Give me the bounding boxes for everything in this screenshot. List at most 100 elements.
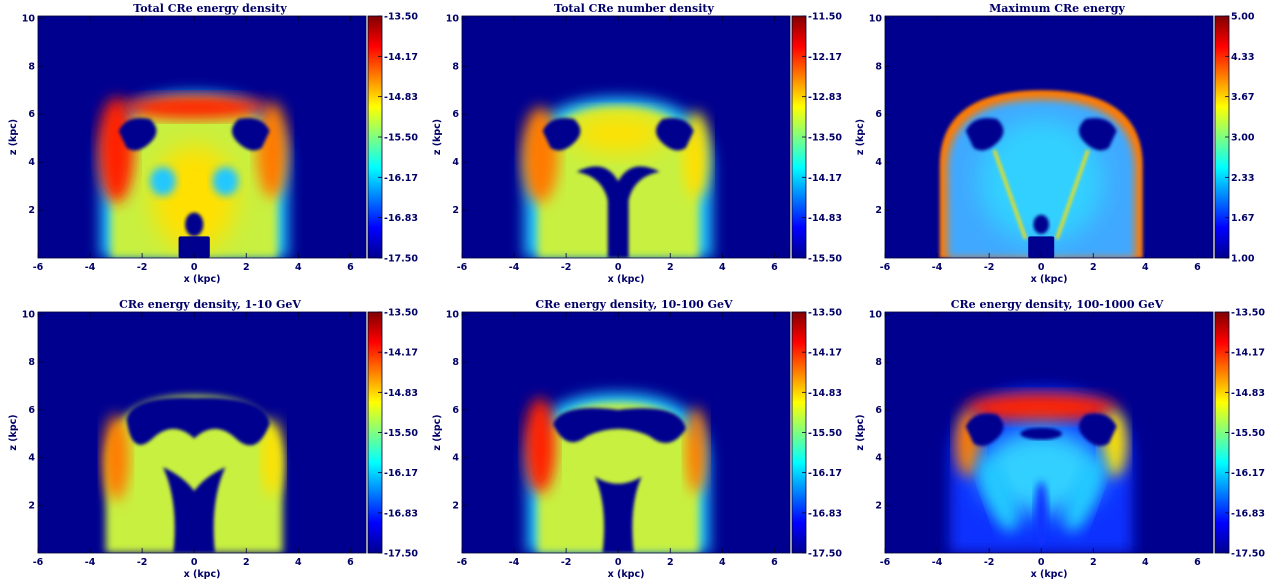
colorbar-tick-label: -17.50 xyxy=(808,549,842,560)
x-tick-label: 4 xyxy=(719,262,726,273)
y-tick-label: 2 xyxy=(28,500,35,511)
y-tick-label: 8 xyxy=(875,61,882,72)
x-tick-label: -6 xyxy=(33,557,44,568)
upper-cavity xyxy=(553,408,686,443)
x-tick-label: 4 xyxy=(1142,262,1149,273)
left-shell-ridge xyxy=(524,397,556,494)
colorbar-tick-label: -13.50 xyxy=(384,308,418,319)
colorbar-tick-label: -14.83 xyxy=(808,388,842,399)
y-tick-label: 4 xyxy=(28,453,35,464)
x-tick-label: -4 xyxy=(509,262,520,273)
x-tick-label: -2 xyxy=(561,557,572,568)
panel-5: CRe energy density, 10-100 GeV -6 -4 -2 0 2 4 6… xyxy=(432,298,842,580)
x-tick-label: 4 xyxy=(295,262,302,273)
y-axis-label: z (kpc) xyxy=(432,414,443,450)
colorbar-tick-label: -13.50 xyxy=(1231,308,1265,319)
colorbar xyxy=(368,312,382,553)
y-tick-label: 10 xyxy=(446,309,460,320)
x-tick-label: -4 xyxy=(85,557,96,568)
x-tick-label: 6 xyxy=(347,557,354,568)
heatmap-image xyxy=(38,312,366,553)
colorbar-tick-label: 3.00 xyxy=(1231,133,1255,144)
central-y-cavity xyxy=(162,467,226,553)
y-tick-label: 2 xyxy=(875,205,882,216)
cavity-lobes xyxy=(965,117,1117,151)
y-tick-label: 8 xyxy=(28,61,35,72)
central-y-cavity xyxy=(576,166,660,258)
x-axis-label: x (kpc) xyxy=(1031,274,1068,285)
x-tick-label: -2 xyxy=(984,557,995,568)
colorbar-tick-label: -16.17 xyxy=(808,468,842,479)
panel-2: Total CRe number density -6 -4 -2 0 2 4 6 x (kpc… xyxy=(432,2,842,285)
y-tick-label: 6 xyxy=(28,405,35,416)
colorbar xyxy=(1215,16,1229,258)
colorbar xyxy=(792,312,806,553)
top-glow xyxy=(571,114,666,153)
central-stem-cavity xyxy=(594,476,642,553)
x-tick-label: 4 xyxy=(295,557,302,568)
y-tick-label: 6 xyxy=(875,405,882,416)
heatmap-image xyxy=(885,312,1213,553)
colorbar-tick-label: 4.33 xyxy=(1231,52,1254,63)
y-tick-label: 10 xyxy=(446,13,460,24)
heatmap-image xyxy=(38,16,366,258)
x-tick-label: -4 xyxy=(85,262,96,273)
core-region xyxy=(978,119,1104,244)
top-shell-ridge xyxy=(965,393,1117,422)
x-axis-label: x (kpc) xyxy=(1031,569,1068,580)
y-tick-label: 4 xyxy=(875,453,882,464)
colorbar-tick-label: -16.17 xyxy=(384,173,418,184)
colorbar-tick-label: -14.83 xyxy=(1231,388,1265,399)
y-tick-label: 4 xyxy=(875,157,882,168)
x-tick-label: 0 xyxy=(615,557,622,568)
x-tick-label: 0 xyxy=(615,262,622,273)
colorbar-tick-label: -15.50 xyxy=(808,428,842,439)
colorbar-tick-label: -13.50 xyxy=(808,308,842,319)
right-shell-ridge xyxy=(256,102,288,199)
y-tick-label: 10 xyxy=(869,13,883,24)
right-shell-ridge xyxy=(261,419,283,496)
x-tick-label: -6 xyxy=(457,262,468,273)
y-tick-label: 10 xyxy=(869,309,883,320)
colorbar-tick-label: -16.83 xyxy=(384,213,418,224)
x-tick-label: -4 xyxy=(509,557,520,568)
colorbar xyxy=(792,16,806,258)
plot-frame xyxy=(37,311,367,554)
panel-title: Total CRe energy density xyxy=(133,2,287,15)
x-tick-label: 2 xyxy=(1090,557,1097,568)
right-jet-line xyxy=(1055,149,1090,240)
left-jet-line xyxy=(992,149,1027,240)
stem-knot xyxy=(1033,214,1049,235)
plot-frame xyxy=(884,15,1214,259)
plot-frame xyxy=(461,311,791,554)
y-tick-label: 10 xyxy=(22,13,36,24)
heatmap-image xyxy=(462,16,790,258)
x-tick-label: 6 xyxy=(1194,557,1201,568)
y-tick-label: 10 xyxy=(22,309,36,320)
colorbar-tick-label: -16.83 xyxy=(1231,508,1265,519)
colorbar-tick-label: 2.33 xyxy=(1231,173,1254,184)
right-shell-ridge xyxy=(685,407,707,494)
panel-title: Total CRe number density xyxy=(554,2,714,15)
x-tick-label: 4 xyxy=(719,557,726,568)
x-axis-label: x (kpc) xyxy=(184,569,221,580)
y-axis-label: z (kpc) xyxy=(8,414,19,450)
x-tick-label: -6 xyxy=(880,262,891,273)
colorbar-tick-label: 1.67 xyxy=(1231,213,1254,224)
y-tick-label: 4 xyxy=(452,157,459,168)
cavity-lobes xyxy=(118,117,270,151)
x-tick-label: 4 xyxy=(1142,557,1149,568)
colorbar xyxy=(1215,312,1229,553)
x-tick-label: -2 xyxy=(137,557,148,568)
x-axis-label: x (kpc) xyxy=(184,274,221,285)
y-tick-label: 8 xyxy=(875,357,882,368)
y-tick-label: 2 xyxy=(875,500,882,511)
y-axis-label: z (kpc) xyxy=(432,119,443,155)
cavity-lobes xyxy=(542,117,694,151)
center-cavity xyxy=(1020,427,1063,440)
colorbar-tick-label: -17.50 xyxy=(1231,549,1265,560)
x-tick-label: -4 xyxy=(932,557,943,568)
x-tick-label: 2 xyxy=(667,557,674,568)
y-axis-label: z (kpc) xyxy=(855,119,866,155)
x-tick-label: -4 xyxy=(932,262,943,273)
